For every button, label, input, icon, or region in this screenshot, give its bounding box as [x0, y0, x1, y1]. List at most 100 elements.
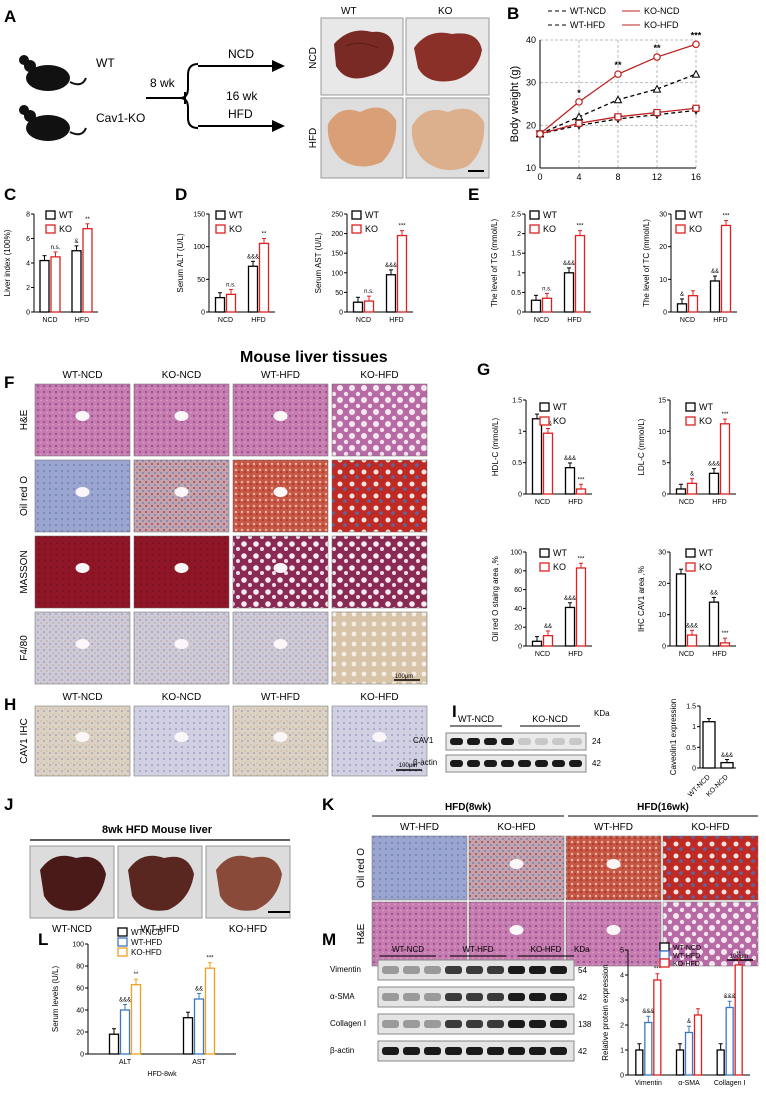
vessel [606, 925, 621, 935]
blot-band [466, 993, 483, 1001]
x-tick-label: NCD [679, 651, 694, 658]
significance-mark: & [74, 239, 78, 245]
vessel [509, 859, 524, 869]
legend-swatch [529, 210, 540, 220]
y-tick-label: 30 [659, 212, 667, 219]
x-tick-label: 12 [652, 172, 662, 182]
significance-mark: && [544, 624, 552, 630]
blot-band [501, 760, 514, 767]
col-label: KO-HFD [360, 692, 398, 703]
y-axis-label: IHC CAV1 area ,% [637, 566, 646, 632]
mouse-icon-wt [19, 55, 87, 91]
bar [39, 259, 50, 313]
y-tick-label: 0 [518, 492, 522, 499]
bar [82, 228, 93, 313]
band-label: β-actin [413, 758, 437, 767]
y-axis-label: Serum levels (U/L) [51, 966, 60, 1033]
significance-mark: *** [398, 224, 406, 230]
panel-label-k: K [322, 795, 335, 814]
significance-mark: ** [134, 972, 139, 978]
legend-label: KO [59, 224, 72, 234]
liver-photo-wt-ncd [320, 17, 404, 96]
y-tick-label: 100 [331, 270, 343, 277]
col-label: WT-HFD [594, 822, 633, 833]
x-tick-label: NCD [356, 317, 371, 324]
scale-label: 100μm [395, 674, 413, 680]
significance-mark: n.s. [51, 245, 61, 251]
legend-label: KO-HFD [131, 948, 162, 957]
bar [716, 1049, 725, 1076]
bar [247, 265, 259, 313]
blot-band [450, 760, 463, 767]
y-tick-label: 10 [526, 163, 536, 173]
y-tick-label: 1.5 [512, 398, 522, 405]
y-tick-label: 1.5 [686, 704, 696, 711]
significance-mark: &&& [724, 994, 736, 1000]
y-tick-label: 2 [517, 231, 521, 238]
group-label: KO-HFD [531, 945, 562, 954]
bar [182, 1017, 194, 1055]
significance-mark: && [711, 269, 719, 275]
liver-photos-j: WT-NCD WT-HFD KO-HFD [29, 845, 291, 935]
legend-swatch [685, 402, 696, 412]
vessel [174, 563, 189, 573]
legend-swatch [45, 224, 56, 234]
duration-label: 16 wk [226, 89, 258, 103]
col-label-wt: WT [341, 6, 357, 17]
bar [708, 472, 720, 495]
data-point [652, 84, 662, 93]
histology-tile [662, 835, 759, 901]
blot-band [487, 966, 504, 974]
y-axis-label: Serum AST (U/L) [314, 232, 323, 293]
data-point [692, 40, 700, 49]
row-label-hfd: HFD [308, 128, 319, 149]
y-tick-label: 0 [663, 310, 667, 317]
blot-band [529, 966, 546, 974]
vessel [75, 487, 90, 497]
legend-swatch [685, 562, 696, 572]
bar [719, 642, 731, 647]
bar [734, 964, 743, 1076]
band-kda: 42 [592, 759, 601, 768]
blot-band [467, 738, 480, 745]
x-tick-label: HFD [712, 499, 726, 506]
x-tick-label: NCD [680, 317, 695, 324]
y-tick-label: 30 [526, 78, 536, 88]
mouse-label-wt: WT [96, 56, 115, 70]
legend-label: WT-NCD [131, 928, 163, 937]
legend-swatch [215, 224, 226, 234]
y-tick-label: 100 [510, 550, 522, 557]
data-point [574, 112, 584, 121]
x-tick-label: AST [192, 1059, 206, 1066]
significance-mark: ** [736, 952, 741, 958]
y-axis-label: Body weight (g) [509, 66, 521, 142]
legend-swatch [685, 548, 696, 558]
bar [352, 301, 364, 313]
x-tick-label: HFD [251, 317, 265, 324]
bar [385, 274, 397, 313]
legend-label: KO [543, 224, 556, 234]
bar [542, 432, 554, 495]
col-label: WT-NCD [52, 924, 92, 935]
y-tick-label: 6 [26, 236, 30, 243]
kda-label: KDa [594, 709, 610, 718]
blot-band [403, 1020, 420, 1028]
blot-band [518, 738, 531, 745]
y-axis-label: Caveolin1 expression [669, 699, 678, 776]
col-label: KO-HFD [691, 822, 729, 833]
y-tick-label: 0 [620, 1073, 624, 1080]
x-tick-label: 8 [615, 172, 620, 182]
legend-label: KO [553, 416, 566, 426]
blot-band [450, 738, 463, 745]
bar [214, 296, 226, 313]
y-tick-label: 0 [518, 644, 522, 651]
data-point [575, 98, 583, 106]
data-point [536, 130, 544, 138]
significance-mark: *** [654, 967, 662, 973]
blot-band [403, 966, 420, 974]
legend-label: WT [553, 402, 567, 412]
histology-grid-k: HFD(8wk) HFD(16wk)WT-HFD KO-HFD WT-HFD KO-HF… [356, 802, 759, 967]
band-label: α-SMA [330, 992, 355, 1001]
y-tick-label: 1 [620, 1048, 624, 1055]
